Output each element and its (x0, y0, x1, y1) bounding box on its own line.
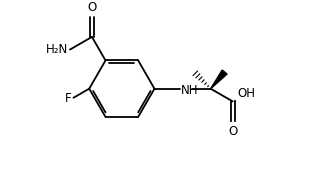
Text: NH: NH (181, 84, 198, 97)
Text: O: O (228, 125, 237, 138)
Text: H₂N: H₂N (46, 43, 68, 56)
Text: OH: OH (237, 87, 255, 100)
Polygon shape (211, 70, 227, 89)
Text: O: O (87, 1, 97, 14)
Text: F: F (65, 92, 72, 105)
